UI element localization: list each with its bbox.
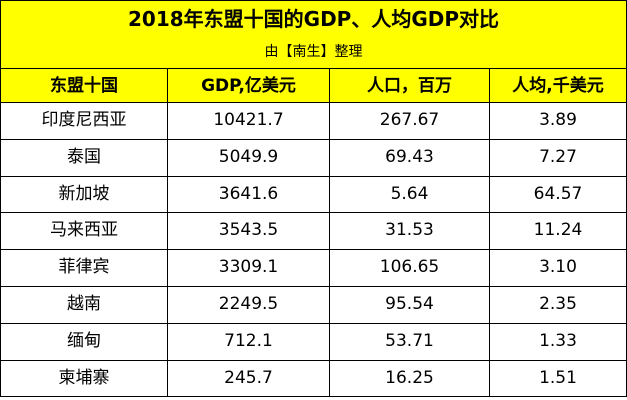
table-cell: 3.10	[490, 250, 627, 287]
table-cell: 11.24	[490, 213, 627, 251]
column-header: GDP,亿美元	[168, 68, 330, 103]
table-cell: 16.25	[330, 360, 490, 398]
table-cell: 267.67	[330, 103, 490, 140]
table-cell: 3641.6	[168, 176, 330, 214]
table-cell: 马来西亚	[0, 213, 168, 251]
table-cell: 7.27	[490, 139, 627, 177]
table-cell: 印度尼西亚	[0, 103, 168, 140]
table-cell: 2.35	[490, 287, 627, 324]
table-cell: 31.53	[330, 213, 490, 251]
subtitle: 由【南生】整理	[0, 37, 627, 68]
table-cell: 64.57	[490, 176, 627, 214]
table-cell: 泰国	[0, 139, 168, 177]
table-cell: 712.1	[168, 323, 330, 361]
table-cell: 1.33	[490, 323, 627, 361]
title: 2018年东盟十国的GDP、人均GDP对比	[0, 0, 627, 37]
column-header: 东盟十国	[0, 68, 168, 103]
table-cell: 106.65	[330, 250, 490, 287]
table-cell: 245.7	[168, 360, 330, 398]
table-cell: 10421.7	[168, 103, 330, 140]
table-cell: 3309.1	[168, 250, 330, 287]
table-cell: 3.89	[490, 103, 627, 140]
table-cell: 柬埔寨	[0, 360, 168, 398]
column-header: 人口，百万	[330, 68, 490, 103]
table-cell: 53.71	[330, 323, 490, 361]
table-cell: 菲律宾	[0, 250, 168, 287]
table-cell: 95.54	[330, 287, 490, 324]
table-cell: 新加坡	[0, 176, 168, 214]
column-header: 人均,千美元	[490, 68, 627, 103]
table-cell: 5.64	[330, 176, 490, 214]
table-cell: 1.51	[490, 360, 627, 398]
table-cell: 2249.5	[168, 287, 330, 324]
table-cell: 5049.9	[168, 139, 330, 177]
table-cell: 缅甸	[0, 323, 168, 361]
table-cell: 3543.5	[168, 213, 330, 251]
table-cell: 越南	[0, 287, 168, 324]
table-cell: 69.43	[330, 139, 490, 177]
